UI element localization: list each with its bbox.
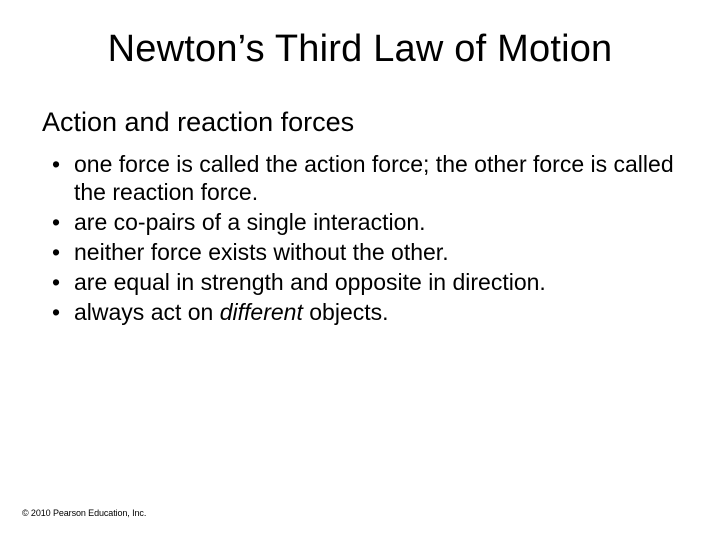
bullet-item: always act on different objects. <box>46 298 680 326</box>
copyright-footer: © 2010 Pearson Education, Inc. <box>22 508 146 518</box>
bullet-item: are co-pairs of a single interaction. <box>46 208 680 236</box>
bullet-item: neither force exists without the other. <box>46 238 680 266</box>
bullet-text-em: different <box>220 299 303 325</box>
bullet-item: one force is called the action force; th… <box>46 150 680 206</box>
bullet-text-post: objects. <box>303 299 389 325</box>
bullet-list: one force is called the action force; th… <box>46 150 680 326</box>
slide: Newton’s Third Law of Motion Action and … <box>0 0 720 540</box>
slide-subtitle: Action and reaction forces <box>42 107 680 138</box>
bullet-text-pre: always act on <box>74 299 220 325</box>
slide-title: Newton’s Third Law of Motion <box>40 28 680 71</box>
bullet-item: are equal in strength and opposite in di… <box>46 268 680 296</box>
